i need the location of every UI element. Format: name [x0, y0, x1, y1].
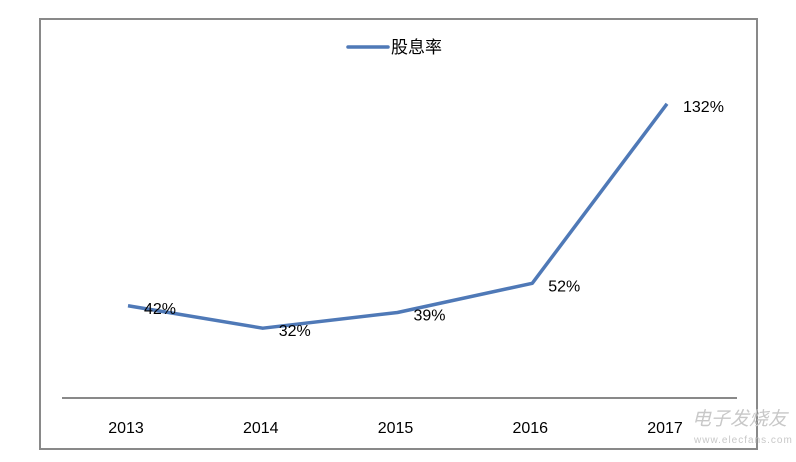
chart-frame [39, 18, 758, 450]
watermark-url: www.elecfans.com [694, 435, 793, 446]
data-label: 52% [548, 278, 580, 295]
data-label: 132% [683, 99, 724, 116]
x-tick-label: 2014 [243, 420, 279, 437]
legend-label: 股息率 [391, 38, 442, 58]
data-label: 39% [414, 307, 446, 324]
data-label: 32% [279, 323, 311, 340]
data-label: 42% [144, 301, 176, 318]
x-tick-label: 2016 [512, 420, 548, 437]
x-tick-label: 2017 [647, 420, 683, 437]
x-tick-label: 2015 [378, 420, 414, 437]
x-tick-label: 2013 [108, 420, 144, 437]
watermark-logo: 电子发烧友 [692, 408, 788, 430]
series-line [127, 102, 669, 330]
